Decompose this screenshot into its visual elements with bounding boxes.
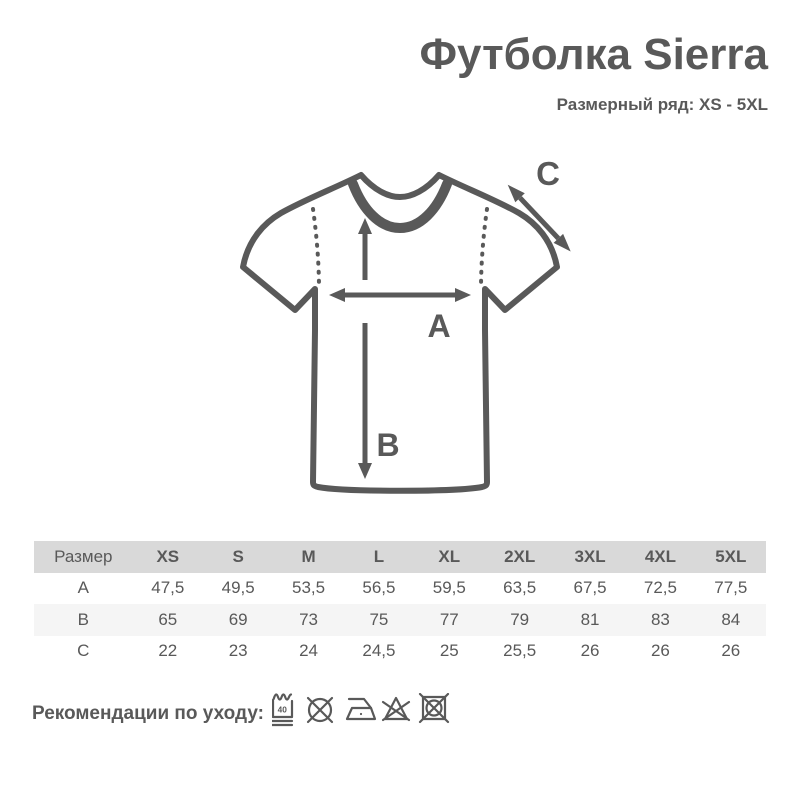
svg-text:B: B bbox=[376, 427, 399, 463]
svg-text:C: C bbox=[536, 155, 560, 192]
svg-text:40: 40 bbox=[278, 705, 288, 715]
svg-text:A: A bbox=[427, 308, 450, 344]
